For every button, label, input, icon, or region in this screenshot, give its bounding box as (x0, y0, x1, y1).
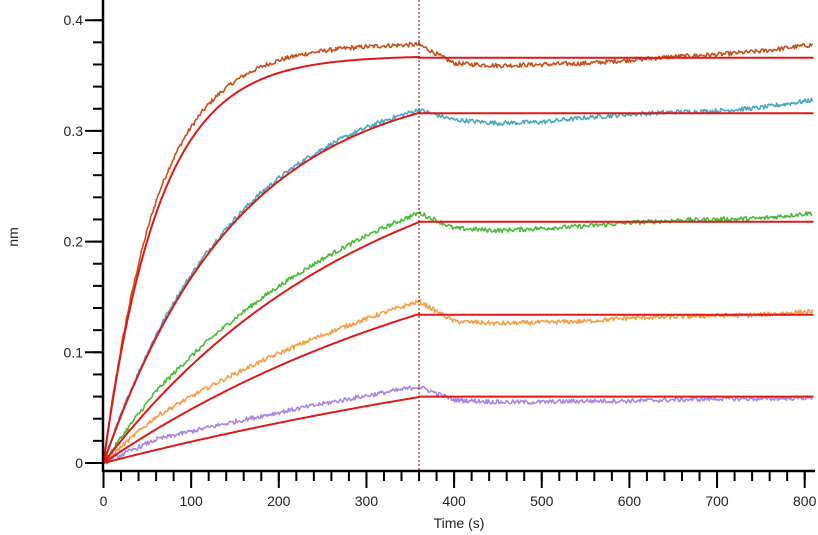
x-tick-label: 100 (179, 493, 203, 509)
y-tick-label: 0.4 (64, 12, 84, 28)
x-axis: 0 100 200 300 400 500 600 700 800 (100, 469, 817, 509)
fit-curve-4 (102, 312, 814, 464)
y-tick-label: 0.1 (64, 344, 84, 360)
x-tick-label: 300 (355, 493, 379, 509)
y-axis: 0 0.1 0.2 0.3 0.4 (64, 0, 105, 472)
plot-area (102, 0, 814, 471)
data-trace-2 (102, 97, 814, 464)
x-tick-label: 200 (267, 493, 291, 509)
fit-curve-3 (102, 220, 814, 464)
x-tick-label: 800 (793, 493, 817, 509)
data-trace-1 (102, 41, 814, 463)
y-tick-label: 0.3 (64, 123, 84, 139)
fit-curve-2 (102, 111, 814, 464)
y-tick-label: 0.2 (64, 234, 84, 250)
fit-curve-5 (103, 395, 814, 464)
data-trace-5 (103, 385, 814, 465)
fit-curve-1 (102, 56, 814, 464)
x-tick-label: 500 (530, 493, 554, 509)
x-axis-title: Time (s) (434, 515, 485, 531)
x-tick-label: 600 (618, 493, 642, 509)
x-tick-label: 700 (705, 493, 729, 509)
x-tick-label: 400 (442, 493, 466, 509)
x-tick-label: 0 (100, 493, 108, 509)
y-tick-label: 0 (75, 455, 83, 471)
y-axis-title: nm (5, 227, 21, 246)
